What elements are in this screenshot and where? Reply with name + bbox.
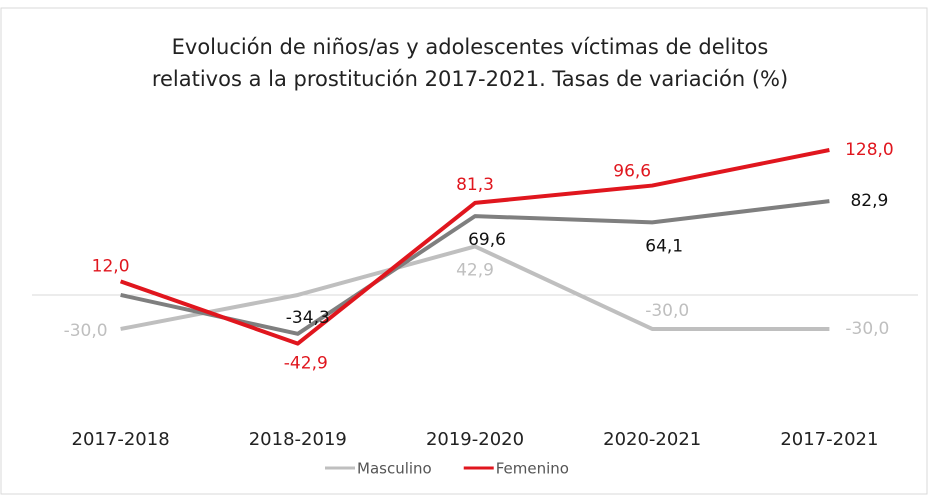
data-label: -42,9 [284, 354, 328, 374]
x-tick-label: 2020-2021 [603, 429, 701, 450]
legend-label: Masculino [357, 460, 432, 478]
data-label: -30,0 [845, 319, 889, 339]
data-label: 82,9 [850, 191, 888, 211]
chart-title: Evolución de niños/as y adolescentes víc… [172, 35, 769, 59]
data-label: -34,3 [286, 308, 330, 328]
data-label: 69,6 [468, 230, 506, 250]
data-label: 81,3 [456, 175, 494, 195]
x-tick-label: 2019-2020 [426, 429, 524, 450]
series-line [119, 148, 830, 346]
data-label: -30,0 [64, 321, 108, 341]
data-label: 128,0 [845, 140, 894, 160]
legend-label: Femenino [496, 460, 569, 478]
x-tick-label: 2017-2021 [780, 429, 878, 450]
series-line [120, 244, 830, 331]
data-label: 64,1 [645, 236, 683, 256]
data-label: 96,6 [613, 162, 651, 182]
chart-title: relativos a la prostitución 2017-2021. T… [152, 67, 788, 91]
data-label: 12,0 [92, 256, 130, 276]
x-tick-label: 2018-2019 [249, 429, 347, 450]
data-label: -30,0 [645, 301, 689, 321]
data-label: 42,9 [456, 260, 494, 280]
x-tick-label: 2017-2018 [72, 429, 170, 450]
